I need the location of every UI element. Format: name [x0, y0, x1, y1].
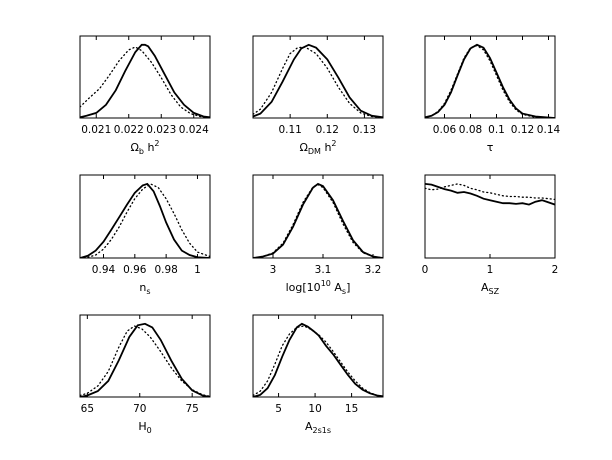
dotted-curve	[425, 44, 555, 118]
plot-frame	[252, 174, 384, 259]
x-tick-label: 0.13	[353, 124, 376, 136]
x-tick-label: 3.1	[315, 264, 332, 276]
x-tick-label: 3.2	[365, 264, 382, 276]
subplot-2: 0.11 0.12 0.13 ΩDM h2	[252, 35, 384, 156]
x-tick-label: 0.12	[316, 124, 339, 136]
dotted-curve	[80, 183, 210, 258]
x-tick-label: 15	[345, 403, 358, 415]
plot-frame	[424, 35, 556, 119]
x-tick-label: 0.12	[511, 124, 534, 136]
x-tick-label: 1	[487, 264, 494, 276]
solid-curve	[253, 322, 383, 397]
x-tick-label: 0.1	[488, 124, 505, 136]
x-tick-label: 0.023	[146, 124, 176, 136]
x-axis-label: ASZ	[481, 281, 500, 296]
x-tick-label: 0.024	[179, 124, 209, 136]
subplot-4: 0.94 0.96 0.98 1 ns	[79, 174, 211, 296]
subplot-5: 3 3.1 3.2 log[1010 As]	[252, 174, 384, 296]
x-axis-label: H0	[138, 420, 151, 435]
x-tick-label: 0.06	[433, 124, 457, 136]
plot-frame	[252, 35, 384, 119]
x-axis-label: ΩDM h2	[299, 139, 336, 156]
x-tick-label: 0.98	[154, 264, 177, 276]
x-tick-label: 0.94	[92, 264, 116, 276]
solid-curve	[425, 183, 555, 206]
x-tick-label: 0.021	[81, 124, 111, 136]
plot-frame	[79, 314, 211, 398]
dotted-curve	[80, 46, 210, 118]
plot-frame	[79, 35, 211, 119]
subplot-6: 0 1 2 ASZ	[422, 174, 559, 296]
x-tick-label: 1	[194, 264, 201, 276]
x-axis-label: A2s1s	[305, 420, 331, 435]
x-axis-label: Ωb h2	[130, 139, 159, 156]
solid-curve	[80, 182, 210, 258]
plot-frame	[252, 314, 384, 398]
subplot-3: 0.06 0.08 0.1 0.12 0.14 τ	[424, 35, 561, 154]
subplot-8: 5 10 15 A2s1s	[252, 314, 384, 435]
plot-frame	[79, 174, 211, 259]
x-tick-label: 65	[81, 403, 94, 415]
solid-curve	[425, 43, 555, 118]
dotted-curve	[253, 183, 383, 258]
dotted-curve	[80, 325, 210, 397]
dotted-curve	[253, 46, 383, 118]
x-axis-label: log[1010 As]	[286, 279, 351, 296]
x-tick-label: 70	[133, 403, 146, 415]
solid-curve	[253, 43, 383, 118]
x-tick-label: 0	[422, 264, 429, 276]
subplot-1: 0.021 0.022 0.023 0.024 Ωb h2	[79, 35, 211, 156]
x-tick-label: 3	[270, 264, 277, 276]
x-tick-label: 0.14	[537, 124, 561, 136]
dotted-curve	[253, 325, 383, 397]
x-tick-label: 0.96	[123, 264, 147, 276]
x-tick-label: 0.022	[114, 124, 144, 136]
dotted-curve	[425, 183, 555, 201]
solid-curve	[80, 43, 210, 118]
x-tick-label: 75	[185, 403, 198, 415]
solid-curve	[80, 322, 210, 397]
x-tick-label: 5	[275, 403, 282, 415]
subplot-7: 65 70 75 H0	[79, 314, 211, 435]
x-tick-label: 2	[552, 264, 559, 276]
x-axis-label: ns	[139, 281, 150, 296]
x-tick-label: 10	[308, 403, 321, 415]
x-axis-label: τ	[487, 141, 494, 154]
x-tick-label: 0.11	[278, 124, 301, 136]
solid-curve	[253, 182, 383, 258]
x-tick-label: 0.08	[459, 124, 482, 136]
